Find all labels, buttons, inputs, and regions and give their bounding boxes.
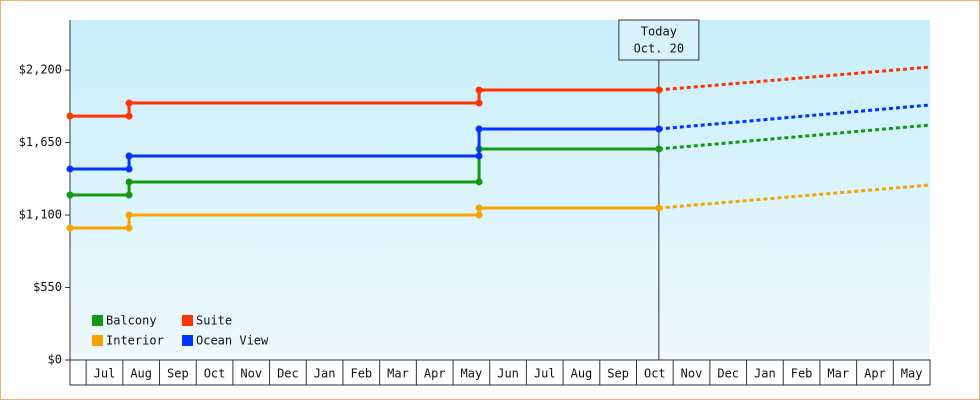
point	[125, 152, 133, 160]
x-tick-label: Feb	[350, 367, 372, 381]
x-tick-label: Aug	[571, 367, 593, 381]
point	[125, 224, 133, 232]
x-tick-label: Jul	[534, 367, 556, 381]
point	[475, 86, 483, 94]
x-tick-label: May	[901, 367, 923, 381]
x-tick-label: Nov	[240, 367, 262, 381]
point	[475, 178, 483, 186]
legend-label: Suite	[196, 314, 232, 328]
forecast-line	[658, 65, 931, 92]
x-tick-label: Jun	[497, 367, 519, 381]
today-label: Today	[641, 25, 677, 39]
point	[125, 191, 133, 199]
legend-label: Ocean View	[196, 334, 269, 348]
x-tick-label: Jul	[94, 367, 116, 381]
x-tick-label: Oct	[644, 367, 666, 381]
legend-swatch	[92, 335, 103, 346]
x-axis-band	[69, 359, 931, 386]
x-tick-label: Sep	[167, 367, 189, 381]
forecast-line	[658, 123, 931, 151]
price-line	[70, 127, 659, 171]
x-tick-label: May	[461, 367, 483, 381]
forecast-line	[658, 103, 931, 131]
point	[475, 125, 483, 133]
point	[475, 204, 483, 212]
x-tick-label: Jan	[754, 367, 776, 381]
y-tick-label: $1,100	[19, 208, 62, 222]
point	[66, 191, 74, 199]
x-tick-label: Apr	[424, 367, 446, 381]
plot-area	[70, 20, 930, 360]
x-tick-label: Apr	[864, 367, 886, 381]
point	[125, 178, 133, 186]
y-tick-label: $1,650	[19, 135, 62, 149]
y-tick-label: $0	[48, 353, 62, 367]
x-tick-label: Oct	[204, 367, 226, 381]
point	[475, 152, 483, 160]
x-tick-label: Dec	[717, 367, 739, 381]
point	[655, 125, 663, 133]
point	[66, 224, 74, 232]
x-tick-label: Sep	[607, 367, 629, 381]
today-box	[618, 19, 700, 61]
x-tick-label: Feb	[791, 367, 813, 381]
point	[655, 204, 663, 212]
point	[125, 112, 133, 120]
y-tick-label: $2,200	[19, 63, 62, 77]
today-label: Oct. 20	[634, 42, 685, 56]
point	[125, 211, 133, 219]
x-tick-label: Mar	[827, 367, 849, 381]
x-tick-label: Mar	[387, 367, 409, 381]
point	[655, 86, 663, 94]
x-tick-label: Nov	[681, 367, 703, 381]
x-tick-label: Jan	[314, 367, 336, 381]
point	[655, 145, 663, 153]
legend-label: Balcony	[106, 314, 157, 328]
point	[125, 165, 133, 173]
legend-swatch	[182, 315, 193, 326]
point	[125, 99, 133, 107]
legend-swatch	[92, 315, 103, 326]
x-tick-label: Dec	[277, 367, 299, 381]
point	[66, 112, 74, 120]
price-line	[70, 147, 659, 197]
point	[66, 165, 74, 173]
point	[475, 99, 483, 107]
y-tick-label: $550	[33, 280, 62, 294]
price-line	[70, 88, 659, 118]
x-tick-label: Aug	[130, 367, 152, 381]
price-line	[70, 206, 659, 230]
legend-label: Interior	[106, 334, 164, 348]
point	[475, 211, 483, 219]
legend-swatch	[182, 335, 193, 346]
forecast-line	[658, 183, 931, 210]
